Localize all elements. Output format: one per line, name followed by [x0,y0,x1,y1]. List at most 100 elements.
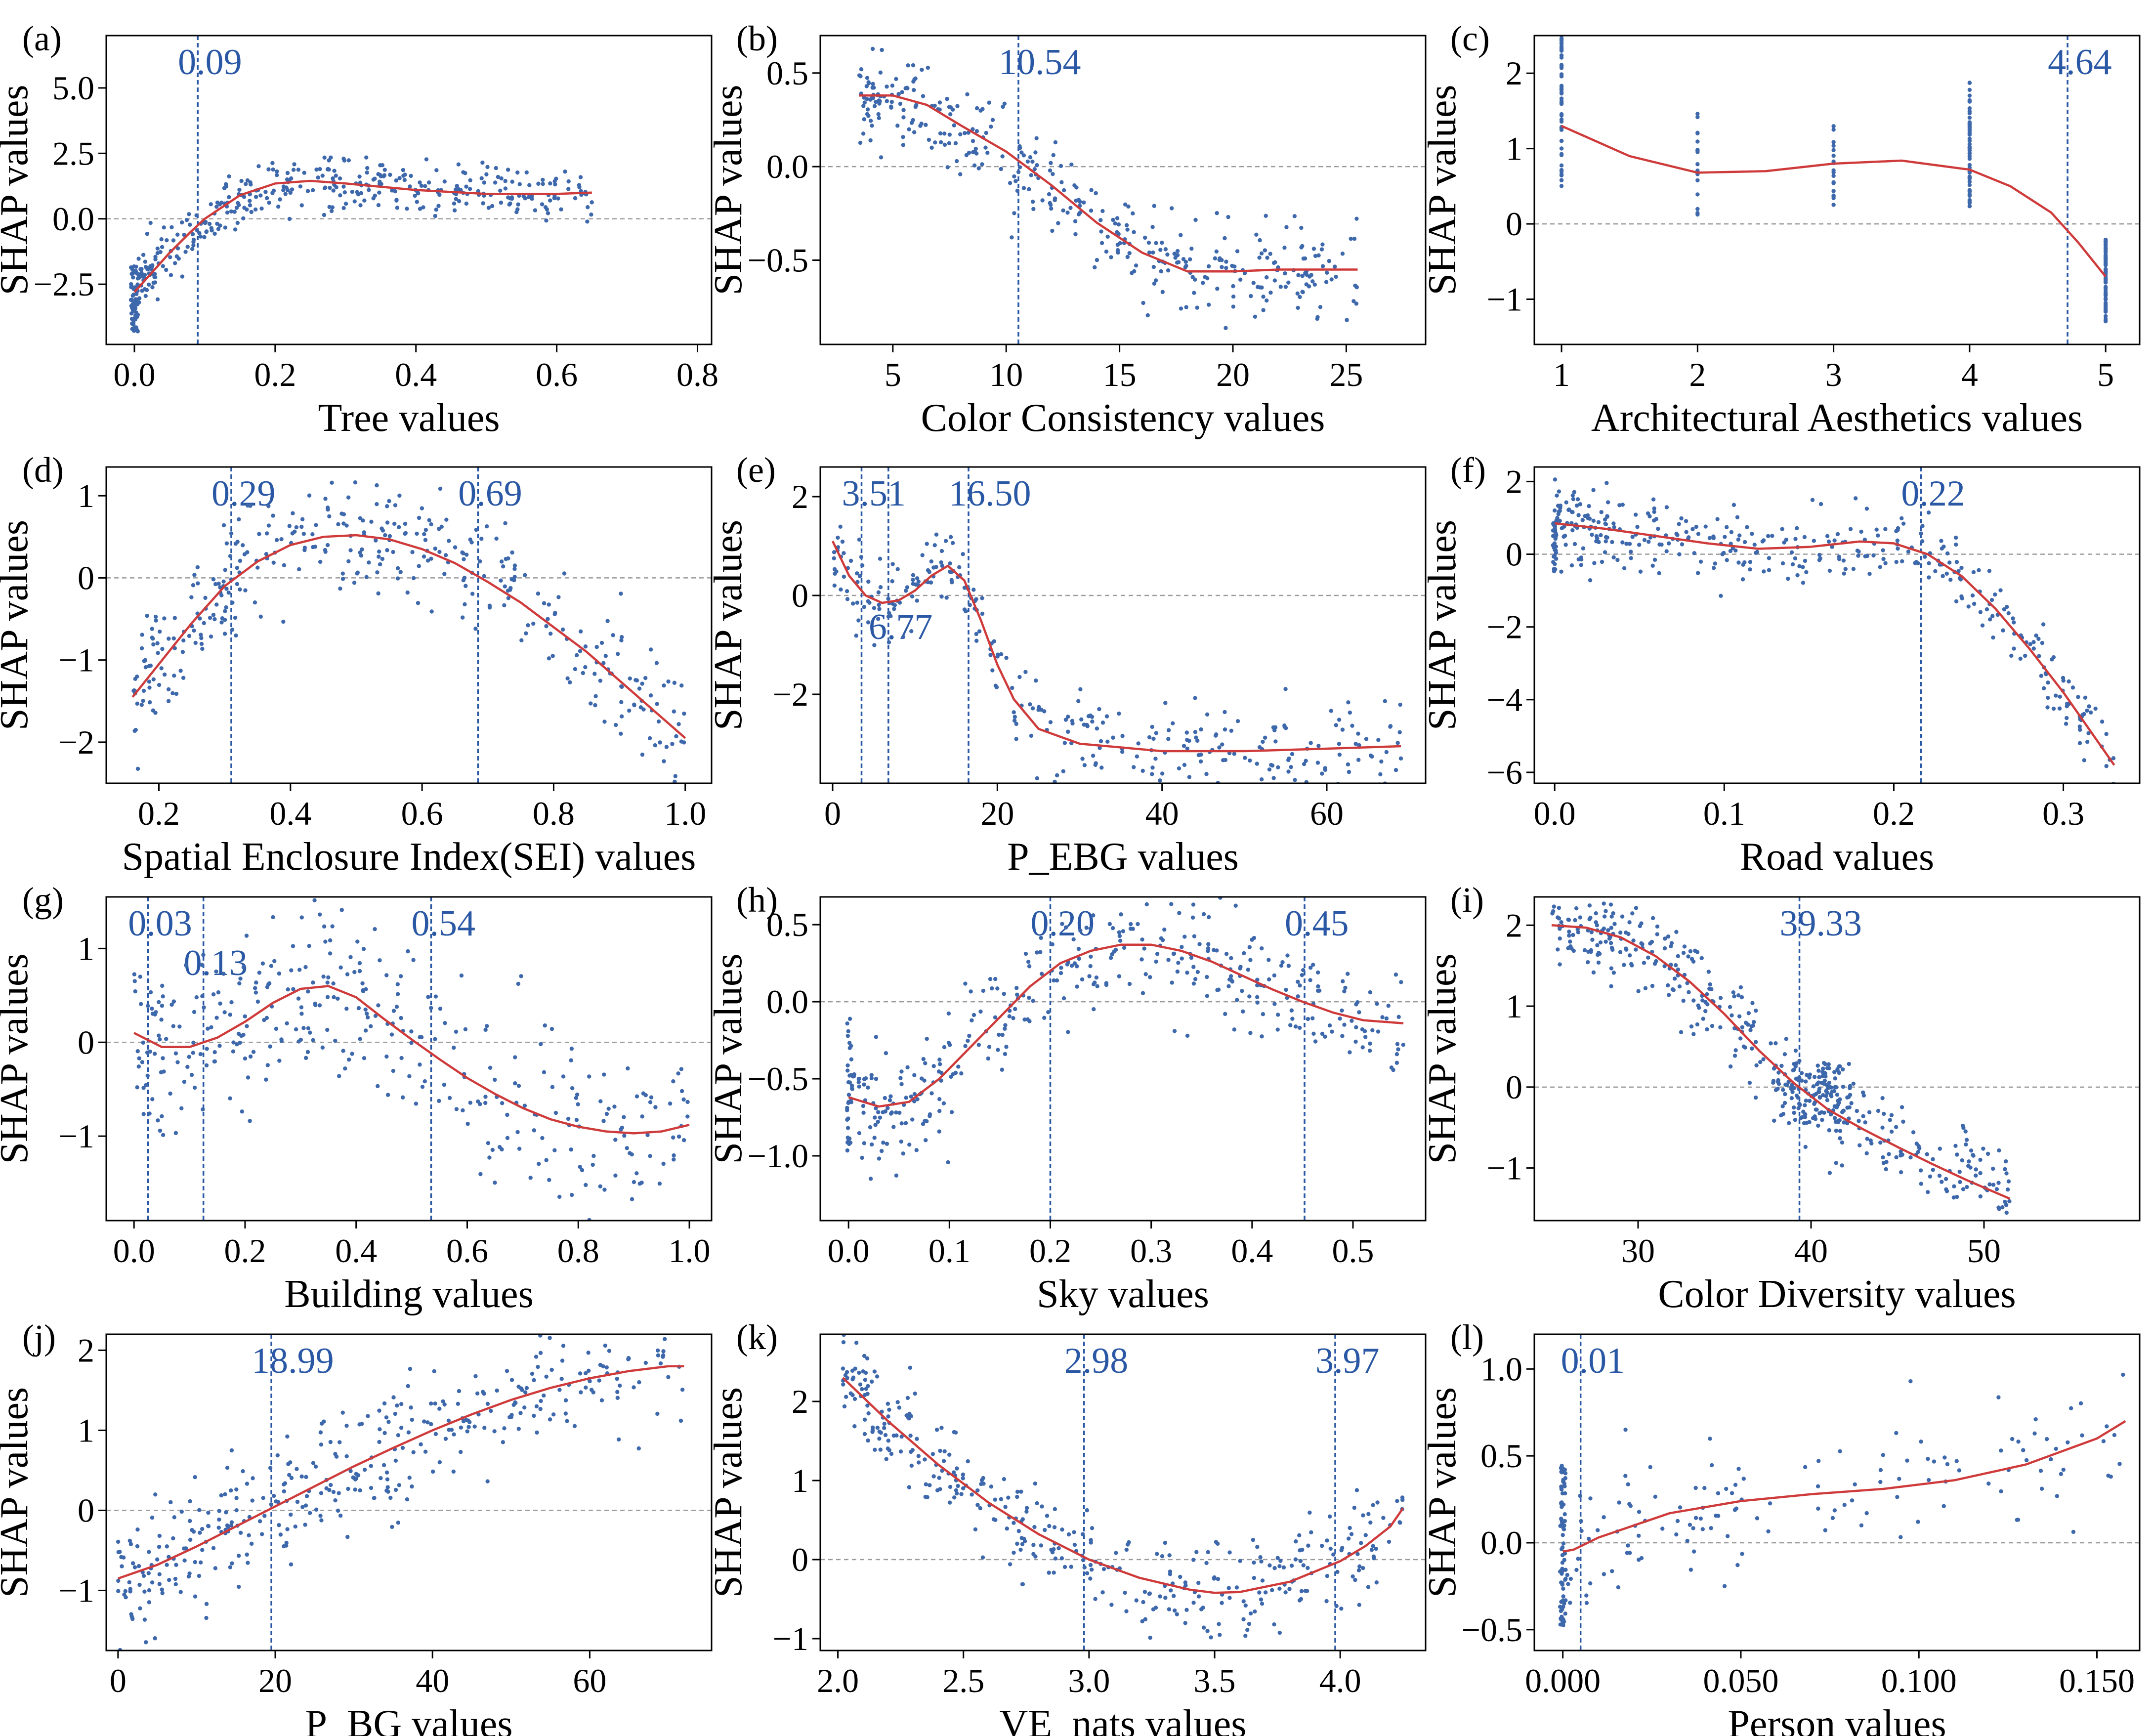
data-point [418,1035,422,1039]
data-point [2010,1437,2015,1441]
data-point [1027,1019,1032,1023]
data-point [1334,1604,1339,1609]
data-point [974,638,979,643]
data-point [1311,963,1315,967]
data-point [338,1440,342,1444]
data-point [1110,926,1115,931]
data-point [240,1109,245,1114]
data-point [1140,768,1145,773]
data-point [1296,994,1300,999]
data-point [1000,1032,1005,1037]
data-point [1754,1063,1759,1068]
data-point [948,569,952,574]
data-point [158,1037,162,1042]
y-tick-label: 0.0 [766,983,808,1020]
data-point [133,301,138,306]
data-point [394,198,399,203]
data-point [385,548,389,552]
data-point [395,992,400,996]
data-point [1204,772,1209,776]
x-tick-label: 0.5 [1332,1232,1374,1270]
plot-frame [1533,1333,2141,1651]
data-point [361,518,365,523]
data-point [393,503,398,508]
x-tick-label: 0.0 [828,1232,870,1270]
data-point [921,94,926,98]
data-point [505,1112,509,1117]
data-point [1199,1607,1204,1611]
data-point [289,968,294,973]
data-point [1793,556,1798,561]
data-point [910,1117,915,1122]
data-point [939,560,943,565]
data-point [1895,1495,1899,1499]
data-point [838,524,843,529]
data-point [1278,285,1283,289]
data-point [478,1172,483,1177]
data-point [1288,1023,1293,1027]
data-point [566,179,571,184]
data-point [1609,945,1614,950]
data-point [201,1107,205,1112]
data-point [1066,715,1070,719]
data-point [1648,1465,1652,1470]
data-point [1834,1128,1839,1133]
y-tick-label: 0 [78,1023,94,1061]
data-point [287,1473,292,1477]
data-point [906,1415,911,1420]
data-point [1857,1119,1861,1123]
data-point [1999,1489,2003,1494]
data-point [1963,1129,1968,1134]
data-point [171,636,176,641]
data-point [1261,308,1266,312]
data-point [1639,941,1644,946]
data-point [157,1572,162,1576]
data-point [1370,1028,1375,1033]
data-point [1853,1482,1857,1487]
panel-label: (f) [1450,450,1486,490]
data-point [845,1063,850,1068]
data-point [376,591,380,596]
data-point [1817,1087,1822,1091]
data-point [1718,1025,1723,1030]
data-point [1230,979,1235,984]
data-point [242,206,247,210]
data-point [1195,305,1199,310]
data-point [234,633,238,638]
data-point [1088,964,1093,969]
data-point [855,600,860,605]
data-point [661,1353,666,1357]
data-point [1366,1512,1371,1517]
data-point [380,556,385,561]
data-point [1340,252,1345,256]
data-point [1794,1093,1799,1098]
data-point [130,294,135,298]
y-axis-label: SHAP values [0,85,36,296]
data-point [1895,538,1900,543]
data-point [938,140,943,145]
data-point [1883,561,1888,565]
data-point [456,162,461,167]
data-point [1283,687,1288,691]
data-point [1013,179,1018,183]
data-point [921,1057,926,1061]
data-point [1048,168,1053,173]
data-point [221,579,226,584]
data-point [1282,723,1287,728]
data-point [1916,1149,1921,1154]
data-point [457,199,462,204]
data-point [198,1530,202,1535]
data-point [929,145,934,150]
data-point [967,1033,971,1038]
data-point [2003,1199,2007,1204]
data-point [1703,1009,1708,1014]
data-point [1831,193,1836,198]
data-point [271,560,276,565]
data-point [1845,1121,1850,1126]
data-point [235,220,240,225]
data-point [1104,250,1109,254]
data-point [869,1073,874,1077]
data-point [248,1119,252,1123]
data-point [1035,776,1040,781]
